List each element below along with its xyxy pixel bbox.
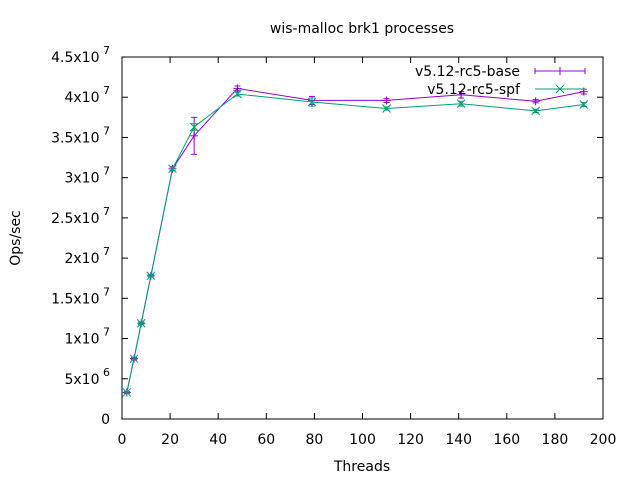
data-point — [307, 97, 317, 107]
x-tick-label: 80 — [305, 432, 323, 448]
y-tick-label: 0 — [101, 412, 110, 428]
series-line — [126, 87, 584, 393]
y-tick-label: 3x10 7 — [64, 165, 110, 187]
y-tick-label: 5x10 6 — [64, 366, 110, 388]
y-tick-label: 1x10 7 — [64, 326, 110, 348]
x-axis-label: Threads — [333, 459, 390, 475]
x-tick-label: 60 — [257, 432, 275, 448]
y-tick-label: 2x10 7 — [64, 245, 110, 267]
chart-title: wis-malloc brk1 processes — [270, 21, 454, 37]
x-tick-label: 0 — [118, 432, 127, 448]
x-tick-label: 20 — [161, 432, 179, 448]
y-axis-label: Ops/sec — [8, 210, 24, 266]
series-line — [126, 93, 584, 393]
series-v5.12-rc5-base — [122, 84, 588, 397]
data-point — [168, 164, 177, 174]
data-point — [456, 99, 466, 109]
data-point — [146, 271, 156, 281]
y-tick-label: 4x10 7 — [64, 84, 110, 106]
y-tick-label: 2.5x10 7 — [51, 205, 110, 227]
x-tick-label: 160 — [493, 432, 520, 448]
legend-label: v5.12-rc5-base — [415, 64, 520, 80]
plot-frame — [121, 56, 604, 420]
y-tick-label: 3.5x10 7 — [51, 124, 110, 146]
legend-marker — [555, 84, 565, 94]
x-tick-label: 120 — [397, 432, 424, 448]
series-layer — [122, 84, 589, 397]
data-point — [531, 97, 540, 106]
data-point — [531, 106, 541, 116]
data-point — [457, 90, 466, 99]
y-tick-label: 1.5x10 7 — [51, 285, 110, 307]
legend-marker — [556, 67, 564, 75]
data-point — [579, 100, 589, 109]
data-point — [190, 131, 199, 140]
x-tick-label: 100 — [349, 432, 376, 448]
data-point — [382, 104, 391, 113]
x-tick-label: 40 — [209, 432, 227, 448]
data-point — [136, 318, 146, 328]
legend-label: v5.12-rc5-spf — [427, 82, 521, 98]
data-point — [382, 96, 391, 105]
data-point — [122, 388, 132, 397]
data-point — [129, 354, 139, 364]
y-tick-label: 4.5x10 7 — [51, 44, 110, 66]
axes: 0 20 40 60 80 100 120 140 160 180 200 0 5x10 6 1x10 7… — [51, 44, 616, 448]
x-tick-label: 180 — [542, 432, 569, 448]
data-point — [189, 122, 199, 132]
series-v5.12-rc5-spf — [122, 89, 589, 397]
data-point — [233, 89, 242, 99]
data-point — [233, 84, 242, 93]
x-tick-label: 200 — [590, 432, 617, 448]
legend: v5.12-rc5-base v5.12-rc5-spf — [415, 64, 586, 98]
x-tick-label: 140 — [445, 432, 472, 448]
